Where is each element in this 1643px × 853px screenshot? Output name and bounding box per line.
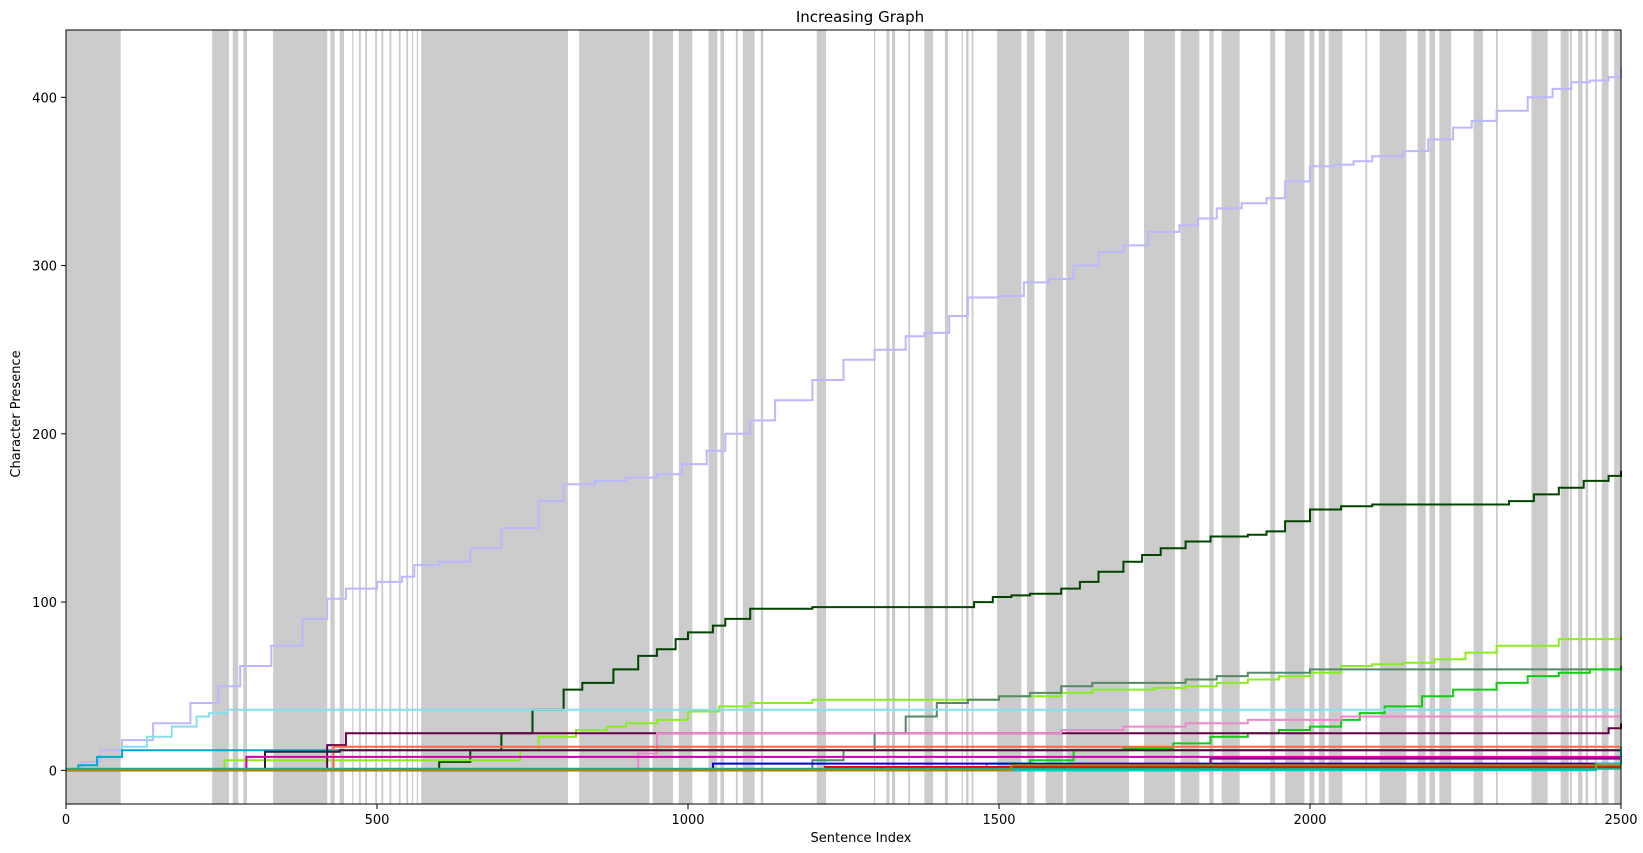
shaded-band <box>1594 30 1597 804</box>
shaded-band <box>1270 30 1276 804</box>
shaded-band <box>1066 30 1129 804</box>
series-line <box>66 764 1621 772</box>
y-tick-label: 300 <box>32 260 57 275</box>
shaded-band <box>944 30 948 804</box>
shaded-band <box>1379 30 1407 804</box>
shaded-band <box>358 30 361 804</box>
shaded-band <box>1578 30 1583 804</box>
chart-title: Increasing Graph <box>796 8 924 26</box>
series-line <box>66 635 1622 772</box>
shaded-band <box>760 30 764 804</box>
x-tick-label: 500 <box>365 813 390 828</box>
shaded-band <box>1429 30 1436 804</box>
plot-area <box>66 30 1622 804</box>
shaded-band <box>411 30 414 804</box>
x-axis-label: Sentence Index <box>811 831 912 846</box>
y-axis-label: Character Presence <box>9 350 24 477</box>
shaded-band <box>579 30 650 804</box>
shaded-band <box>1531 30 1548 804</box>
shaded-band <box>243 30 248 804</box>
y-tick-label: 0 <box>49 764 57 779</box>
x-tick-label: 2000 <box>1293 813 1326 828</box>
x-tick-label: 2500 <box>1604 813 1637 828</box>
shaded-band <box>1473 30 1483 804</box>
y-tick-label: 400 <box>32 91 57 106</box>
series-line <box>66 666 1622 772</box>
shaded-band <box>232 30 239 804</box>
shaded-band <box>1365 30 1368 804</box>
y-tick-label: 200 <box>32 428 57 443</box>
shaded-band <box>720 30 725 804</box>
plot-frame <box>65 29 1622 805</box>
shaded-band <box>1601 30 1609 804</box>
shaded-band <box>1614 30 1621 804</box>
shaded-band <box>381 30 384 804</box>
shaded-band <box>908 30 911 804</box>
shaded-band <box>892 30 896 804</box>
shaded-band <box>961 30 963 804</box>
shaded-band <box>816 30 827 804</box>
shaded-band <box>1318 30 1325 804</box>
shaded-band <box>1221 30 1240 804</box>
shaded-band <box>1143 30 1176 804</box>
shaded-band <box>212 30 229 804</box>
shaded-band <box>678 30 693 804</box>
shaded-band <box>886 30 890 804</box>
shaded-band <box>1495 30 1498 804</box>
shaded-band <box>742 30 755 804</box>
shaded-band <box>66 30 121 804</box>
series-line <box>66 715 1621 772</box>
shaded-band <box>273 30 328 804</box>
shaded-band <box>389 30 392 804</box>
shaded-band <box>416 30 419 804</box>
shaded-band <box>339 30 345 804</box>
shaded-band <box>1439 30 1452 804</box>
series-line <box>66 470 1622 772</box>
shaded-band <box>1560 30 1569 804</box>
x-tick-label: 1500 <box>982 813 1015 828</box>
shaded-band <box>924 30 934 804</box>
shaded-band <box>330 30 335 804</box>
shaded-band <box>421 30 568 804</box>
shaded-band <box>375 30 377 804</box>
shaded-band <box>1417 30 1426 804</box>
shaded-band <box>971 30 974 804</box>
shaded-band <box>873 30 876 804</box>
shaded-band <box>1585 30 1589 804</box>
shaded-band <box>966 30 969 804</box>
shaded-band <box>1328 30 1343 804</box>
shaded-band <box>398 30 401 804</box>
shaded-band <box>1569 30 1572 804</box>
axes: 0 500 1000 1500 2000 2500 0 100 200 300 400 <box>32 29 1638 828</box>
shaded-band <box>1026 30 1035 804</box>
shaded-band <box>352 30 354 804</box>
shaded-band <box>652 30 674 804</box>
shaded-band <box>708 30 718 804</box>
x-tick-label: 0 <box>62 813 70 828</box>
shaded-band <box>997 30 1022 804</box>
shaded-band <box>365 30 368 804</box>
y-tick-label: 100 <box>32 596 57 611</box>
x-tick-label: 1000 <box>671 813 704 828</box>
shaded-band <box>735 30 738 804</box>
shaded-band <box>406 30 409 804</box>
shaded-band <box>1180 30 1200 804</box>
shaded-band <box>1045 30 1064 804</box>
shaded-band <box>1285 30 1305 804</box>
shaded-band <box>1209 30 1214 804</box>
series-line <box>66 67 1622 772</box>
shaded-band <box>1309 30 1315 804</box>
